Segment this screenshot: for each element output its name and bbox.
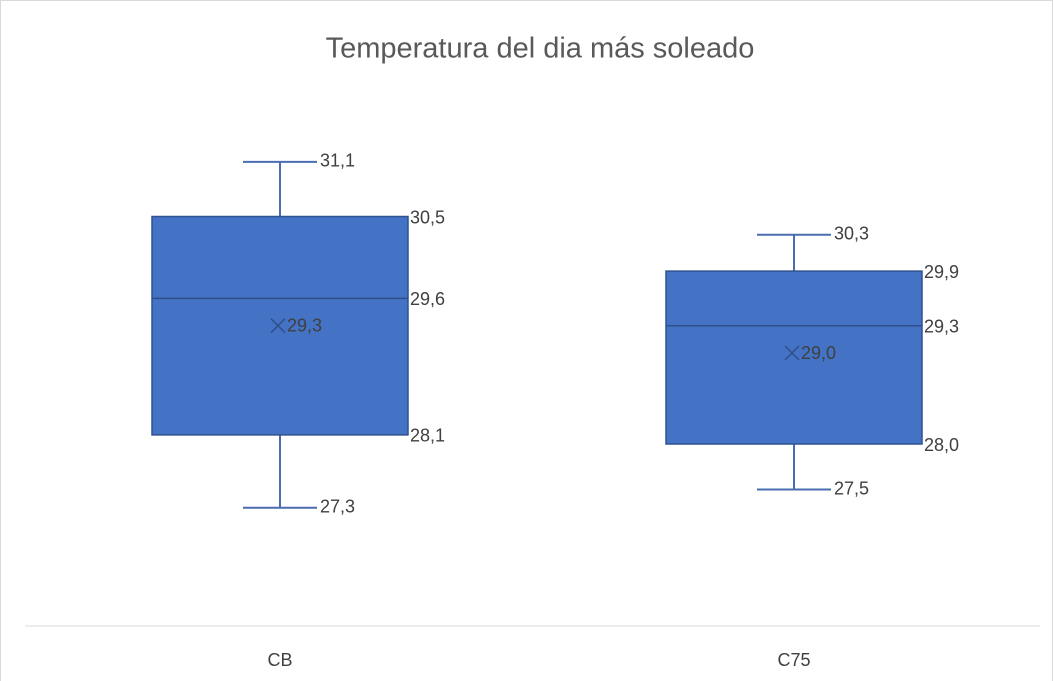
- data-label: 29,3: [924, 316, 959, 336]
- data-label: 29,6: [410, 289, 445, 309]
- box: [665, 270, 923, 445]
- box: [151, 215, 409, 436]
- data-label: 28,1: [410, 426, 445, 446]
- data-label: 30,5: [410, 207, 445, 227]
- data-label: 31,1: [320, 151, 355, 171]
- data-label: 27,5: [834, 478, 869, 498]
- data-label: 27,3: [320, 496, 355, 516]
- mean-marker: [270, 318, 286, 334]
- data-label: 29,3: [287, 315, 322, 335]
- mean-marker: [784, 345, 800, 361]
- data-label: 29,0: [801, 343, 836, 363]
- category-label: C75: [777, 650, 810, 670]
- data-label: 30,3: [834, 223, 869, 243]
- data-label: 28,0: [924, 435, 959, 455]
- category-label: CB: [267, 650, 292, 670]
- data-label: 29,9: [924, 262, 959, 282]
- chart-title: Temperatura del dia más soleado: [326, 33, 755, 65]
